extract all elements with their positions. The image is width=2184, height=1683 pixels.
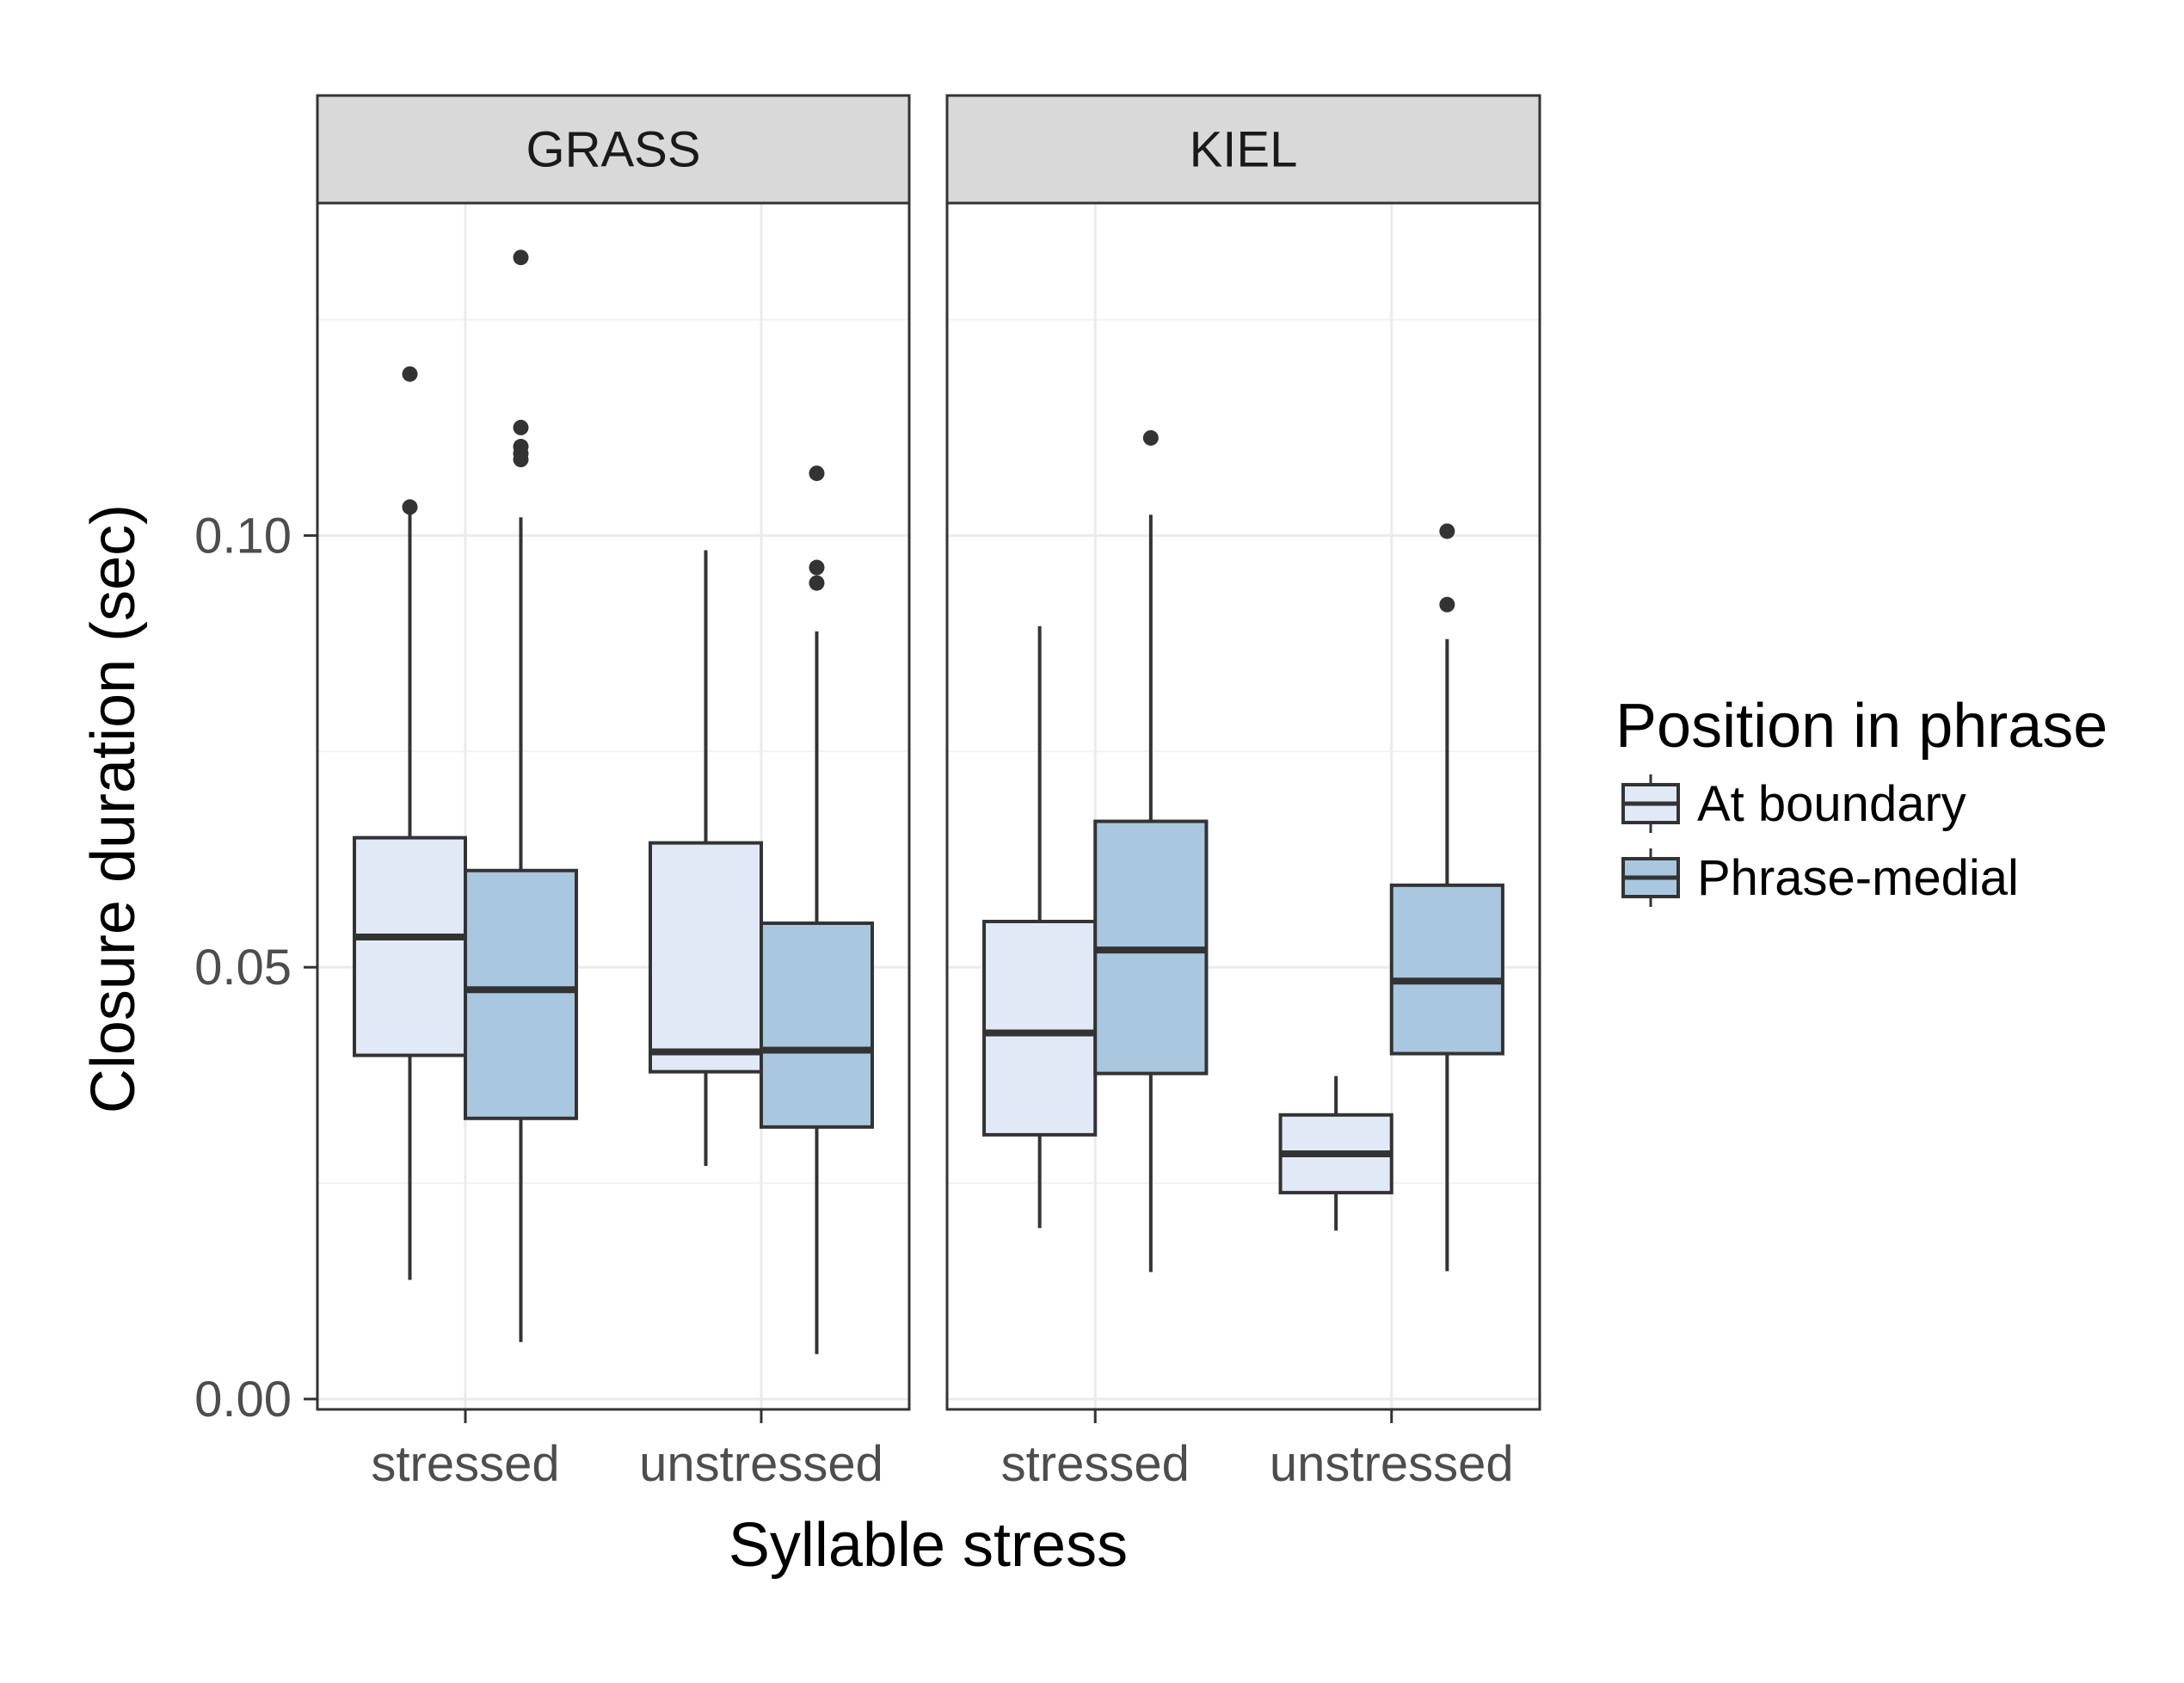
strip-background: [316, 94, 911, 205]
x-tick-label: unstressed: [639, 1436, 883, 1492]
panels: GRASS KIEL: [316, 94, 1541, 1411]
outlier-point: [402, 499, 418, 515]
outlier-point: [513, 419, 529, 435]
box-body: [464, 868, 578, 1120]
box-kiel-stressed-at-boundary: [982, 626, 1098, 1229]
box-body: [760, 921, 874, 1129]
strip-label: KIEL: [1190, 122, 1298, 178]
box-body: [982, 919, 1098, 1137]
box-grass-stressed-phrase-medial: [464, 250, 578, 1342]
y-tick-label: 0.05: [194, 940, 292, 996]
legend-entries: At boundary Phrase-medial: [1621, 774, 2019, 907]
legend-item-phrase-medial: Phrase-medial: [1621, 848, 2019, 907]
box-body: [1389, 883, 1504, 1056]
legend: Position in phrase At boundary Phrase-med…: [1615, 692, 2107, 907]
strip-label: GRASS: [526, 122, 700, 178]
box-grass-unstressed-at-boundary: [649, 550, 763, 1166]
box-kiel-unstressed-at-boundary: [1278, 1076, 1393, 1231]
outlier-point: [809, 559, 825, 576]
x-tick-label: stressed: [1001, 1436, 1190, 1492]
box-body: [649, 841, 763, 1074]
x-tick-label: unstressed: [1270, 1436, 1514, 1492]
panel-background: [947, 203, 1540, 1409]
legend-label: At boundary: [1697, 776, 1966, 832]
legend-label: Phrase-medial: [1697, 850, 2019, 906]
box-kiel-unstressed-phrase-medial: [1389, 523, 1504, 1272]
box-body: [353, 835, 467, 1057]
outlier-point: [513, 250, 529, 266]
outlier-point: [402, 366, 418, 382]
legend-item-at-boundary: At boundary: [1621, 774, 1966, 833]
box-grass-unstressed-phrase-medial: [760, 465, 874, 1354]
y-tick-label: 0.10: [194, 508, 292, 564]
legend-title: Position in phrase: [1615, 692, 2107, 761]
y-axis-title: Closure duration (sec): [79, 504, 148, 1113]
outlier-point: [809, 575, 825, 591]
panel-background: [317, 203, 909, 1409]
strip-background: [945, 94, 1541, 205]
outlier-point: [809, 465, 825, 482]
x-tick-label: stressed: [371, 1436, 559, 1492]
panel-kiel: KIEL: [945, 94, 1541, 1411]
y-tick-label: 0.00: [194, 1372, 292, 1427]
outlier-point: [513, 452, 529, 468]
x-axis: stressed unstressed stressed unstressed: [371, 1409, 1514, 1492]
outlier-point: [1439, 596, 1455, 613]
x-axis-title: Syllable stress: [729, 1511, 1128, 1580]
box-kiel-stressed-phrase-medial: [1093, 429, 1209, 1273]
panel-grass: GRASS: [316, 94, 911, 1411]
y-axis: 0.00 0.05 0.10: [194, 508, 317, 1427]
outlier-point: [1142, 429, 1159, 446]
outlier-point: [1439, 523, 1455, 539]
